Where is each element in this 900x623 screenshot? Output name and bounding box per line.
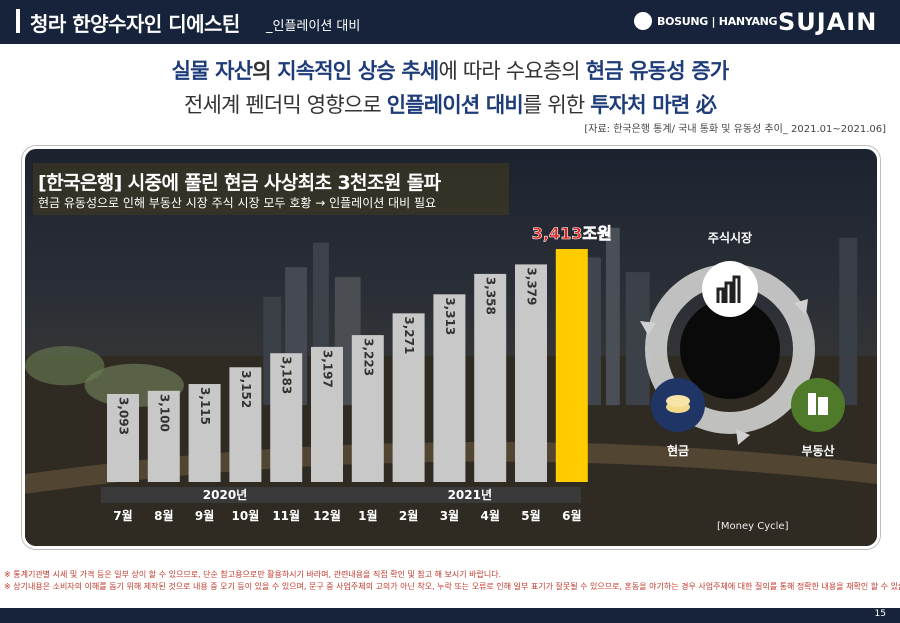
x-tick-label: 11월	[272, 508, 300, 523]
bar	[474, 273, 507, 482]
arrow-icon	[794, 299, 808, 315]
data-label: 3,115	[198, 387, 212, 425]
bar	[229, 367, 262, 482]
data-label: 3,183	[280, 356, 294, 394]
year-label: 2020년	[203, 488, 247, 502]
data-label: 3,413조원	[532, 224, 612, 243]
x-tick-label: 8월	[154, 508, 173, 523]
cash-label: 현금	[667, 443, 689, 458]
data-label: 3,313	[443, 297, 457, 335]
x-tick-label: 10월	[232, 508, 260, 523]
header-accent-bar	[16, 9, 20, 33]
brand-name: BOSUNG | HANYANG	[657, 15, 778, 28]
page-title: 청라 한양수자인 디에스틴	[30, 12, 240, 36]
bar	[147, 390, 180, 482]
data-label: 3,100	[157, 394, 171, 432]
data-label: 3,271	[402, 316, 416, 354]
data-label: 3,379	[525, 267, 539, 305]
x-tick-label: 4월	[481, 508, 500, 523]
source-note: [자료: 한국은행 통계/ 국내 통화 및 유동성 추이_ 2021.01~20…	[584, 124, 886, 135]
cycle-center	[680, 299, 780, 399]
bar	[270, 353, 303, 482]
headline-part: 실물 자산	[171, 59, 253, 83]
footer-notes: ※ 통계기관별 시세 및 가격 등은 일부 상이 할 수 있으므로, 단순 참고…	[4, 569, 900, 593]
footer-note: ※ 통계기관별 시세 및 가격 등은 일부 상이 할 수 있으므로, 단순 참고…	[4, 570, 502, 579]
year-label: 2021년	[448, 488, 492, 502]
data-label: 3,223	[361, 338, 375, 376]
title-band	[33, 163, 509, 215]
bar	[433, 294, 466, 482]
realestate-label: 부동산	[801, 443, 834, 458]
sujain-logo: SUJAIN	[778, 8, 878, 36]
building-icon	[808, 393, 816, 415]
x-tick-label: 2월	[399, 508, 418, 523]
stock-label: 주식시장	[708, 230, 752, 245]
x-tick-label: 5월	[521, 508, 540, 523]
building-icon	[818, 397, 828, 415]
x-axis-band	[101, 487, 581, 503]
page-subtitle: _인플레이션 대비	[266, 19, 361, 34]
x-tick-label: 3월	[440, 508, 459, 523]
bar	[107, 394, 139, 482]
chart-subtitle: 현금 유동성으로 인해 부동산 시장 주식 시장 모두 호황 → 인플레이션 대…	[38, 196, 437, 210]
headline-part: 투자처 마련 必	[590, 93, 717, 117]
money-cycle-caption: [Money Cycle]	[717, 521, 789, 532]
headline-part: 의	[252, 59, 278, 83]
chart-icon	[716, 275, 741, 303]
header-bar	[0, 0, 900, 44]
bar	[351, 335, 384, 482]
x-tick-label: 1월	[358, 508, 377, 523]
bar	[515, 264, 547, 482]
headline-line-1: 실물 자산의 지속적인 상승 추세에 따라 수요층의 현금 유동성 증가	[0, 55, 900, 85]
x-tick-label: 12월	[313, 508, 341, 523]
arrow-icon	[736, 429, 750, 445]
bosung-logo-icon	[634, 12, 652, 30]
headline-part: 전세계 펜더믹 영향으로	[183, 93, 387, 117]
headline-line-2: 전세계 펜더믹 영향으로 인플레이션 대비를 위한 투자처 마련 必	[0, 89, 900, 119]
headline-part: 에 따라 수요층의	[438, 59, 586, 83]
bar	[311, 346, 343, 482]
x-tick-label: 6월	[562, 508, 581, 523]
chart-panel: [한국은행] 시중에 풀린 현금 사상최초 3천조원 돌파 현금 유동성으로 인…	[22, 146, 880, 549]
headline-part: 지속적인 상승 추세	[277, 59, 439, 83]
headline-part: 인플레이션 대비	[386, 93, 524, 117]
bar-chart: 3,093 7월 3,100 8월 3,115 9월 3,152 10월 3,183 11월 3,1…	[101, 224, 845, 523]
headline-part: 를 위한	[522, 93, 591, 117]
chart-title: [한국은행] 시중에 풀린 현금 사상최초 3천조원 돌파	[38, 172, 441, 194]
page-number: 15	[874, 609, 886, 619]
bar	[392, 313, 425, 482]
footer-note: ※ 상기내용은 소비자의 이해를 돕기 위해 제작된 것으로 내용 중 오기 등…	[4, 582, 900, 591]
data-label: 3,197	[321, 350, 335, 388]
coins-icon	[666, 395, 690, 407]
x-tick-label: 9월	[195, 508, 214, 523]
data-label: 3,093	[117, 397, 131, 435]
data-label: 3,152	[239, 370, 253, 408]
data-label: 3,358	[484, 277, 498, 315]
headline-part: 현금 유동성 증가	[585, 59, 729, 83]
arrow-icon	[640, 321, 656, 335]
bottom-bar	[0, 608, 900, 623]
x-tick-label: 7월	[113, 508, 132, 523]
bar	[188, 384, 221, 482]
bar	[555, 249, 588, 482]
